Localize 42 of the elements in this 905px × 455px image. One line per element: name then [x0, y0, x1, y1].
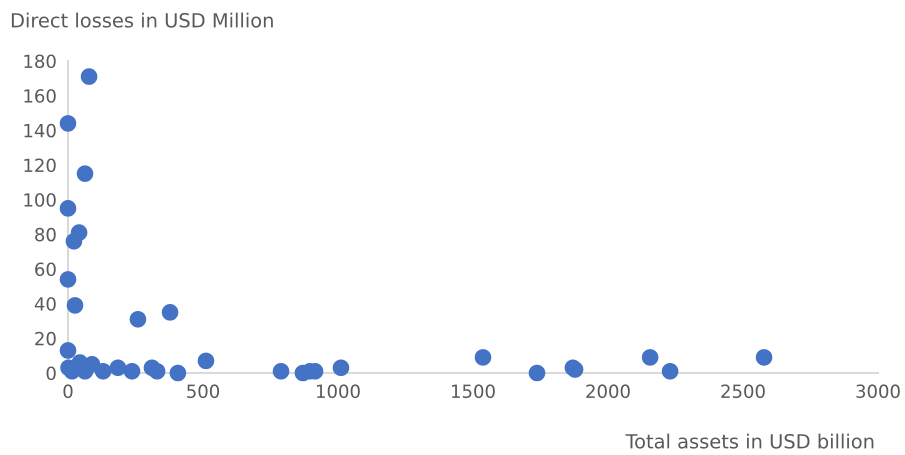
point: [272, 362, 290, 380]
point: [148, 362, 166, 380]
x-tick-label: 2500: [721, 384, 765, 398]
x-tick-label: 500: [187, 384, 220, 398]
point: [162, 304, 178, 321]
point: [76, 165, 94, 182]
point: [332, 360, 350, 376]
point: [662, 362, 678, 380]
y-tick-label: 140: [24, 124, 56, 138]
y-tick-label: 160: [24, 89, 56, 103]
y-tick-label: 100: [24, 193, 56, 207]
point: [170, 364, 186, 382]
point: [130, 310, 146, 328]
x-tick-label: 1000: [317, 384, 360, 398]
point: [60, 115, 76, 132]
point: [60, 342, 76, 359]
point: [94, 362, 112, 380]
point: [474, 349, 492, 366]
x-tick-label: 1500: [452, 384, 495, 398]
y-tick-label: 120: [24, 158, 56, 172]
y-tick-label: 80: [35, 228, 56, 242]
point: [60, 200, 76, 217]
point: [66, 297, 84, 314]
x-axis-title: Total assets in USD billion: [625, 434, 874, 449]
y-tick-label: 40: [34, 297, 56, 311]
point: [756, 349, 772, 366]
x-tick-label: 0: [63, 384, 73, 398]
y-axis-title: Direct losses in USD Million: [12, 12, 273, 28]
point: [80, 68, 98, 85]
point: [124, 362, 140, 380]
y-tick-label: 20: [35, 332, 56, 346]
y-tick-label: 60: [35, 262, 56, 276]
x-tick-label: 2000: [586, 384, 630, 398]
point: [66, 232, 82, 250]
y-tick-label: 0: [46, 366, 56, 380]
y-tick-label: 180: [24, 54, 56, 68]
point: [528, 364, 546, 382]
point: [110, 360, 126, 376]
x-tick-label: 3000: [856, 384, 900, 398]
point: [642, 349, 658, 366]
point: [198, 352, 214, 370]
point: [60, 271, 76, 288]
